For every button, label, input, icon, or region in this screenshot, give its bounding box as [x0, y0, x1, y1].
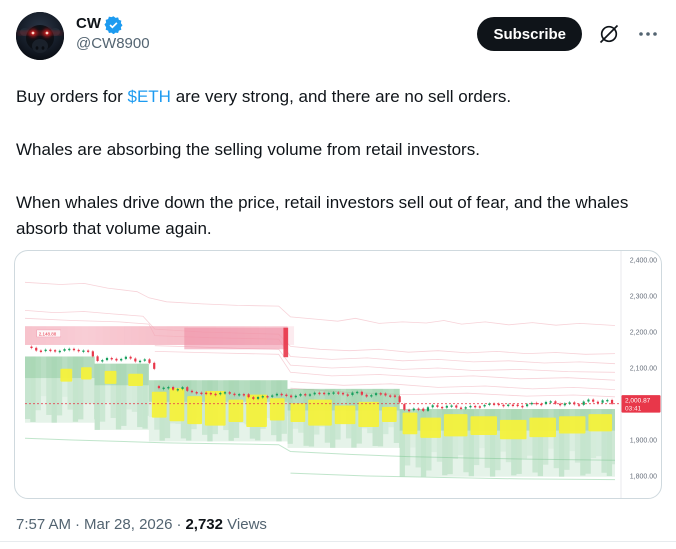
avatar[interactable]	[16, 12, 64, 60]
display-name[interactable]: CW	[76, 15, 101, 32]
sell-order-lines	[24, 281, 616, 398]
header-actions: Subscribe	[477, 17, 660, 51]
svg-text:2,000.87: 2,000.87	[625, 398, 651, 405]
cashtag-eth-link[interactable]: $ETH	[127, 87, 171, 106]
timestamp-link[interactable]: 7:57 AM · Mar 28, 2026	[16, 516, 172, 533]
eth-orderbook-chart-svg: 2,148.88 2,400.00 2,300.00 2,200.00 2,100.00…	[24, 251, 661, 498]
footer-date: Mar 28, 2026	[84, 516, 173, 533]
user-handle[interactable]: @CW8900	[76, 35, 150, 52]
sell-wall-label: 2,148.88	[39, 331, 57, 336]
svg-text:2,300.00: 2,300.00	[630, 294, 657, 301]
author-block: CW @CW8900	[16, 12, 150, 60]
svg-text:2,100.00: 2,100.00	[630, 366, 657, 373]
bottom-divider	[0, 541, 676, 542]
user-name-block: CW @CW8900	[76, 12, 150, 54]
sell-wall-label-box	[36, 329, 61, 338]
grok-button[interactable]	[596, 21, 622, 47]
tweet-paragraph-3: When whales drive down the price, retail…	[16, 193, 629, 238]
candles	[30, 345, 614, 413]
p1-pre-text: Buy orders for	[16, 87, 128, 106]
svg-text:2,400.00: 2,400.00	[630, 258, 657, 265]
tweet-paragraph-1: Buy orders for $ETH are very strong, and…	[16, 84, 660, 110]
svg-text:1,900.00: 1,900.00	[630, 438, 657, 445]
tweet-text: Buy orders for $ETH are very strong, and…	[16, 84, 660, 242]
grok-slashed-circle-icon	[599, 24, 619, 44]
footer-separator-2: ·	[176, 516, 182, 533]
footer-time: 7:57 AM	[16, 516, 72, 533]
chart-media[interactable]: 2,148.88 2,400.00 2,300.00 2,200.00 2,100.00…	[14, 250, 662, 499]
support-lines	[24, 437, 616, 481]
footer-separator: ·	[75, 516, 81, 533]
subscribe-button[interactable]: Subscribe	[477, 17, 582, 51]
p1-post-text: are very strong, and there are no sell o…	[170, 87, 512, 106]
y-axis-labels: 2,400.00 2,300.00 2,200.00 2,100.00 1,900.00…	[630, 258, 657, 481]
views-label: Views	[227, 516, 267, 533]
svg-text:03:41: 03:41	[625, 406, 642, 413]
tweet-header: CW @CW8900 Subscribe	[16, 12, 660, 60]
tweet-paragraph-2: Whales are absorbing the selling volume …	[16, 140, 480, 159]
ellipsis-icon	[639, 32, 657, 36]
buy-highlight-patches	[60, 367, 613, 440]
sell-wall-band	[25, 326, 295, 358]
views-count: 2,732	[185, 516, 223, 533]
more-button[interactable]	[636, 22, 660, 46]
tweet-footer: 7:57 AM · Mar 28, 2026 · 2,732 Views	[16, 516, 660, 533]
bull-avatar-image	[16, 12, 64, 60]
tweet-card: CW @CW8900 Subscribe	[14, 12, 662, 533]
svg-text:2,200.00: 2,200.00	[630, 330, 657, 337]
svg-text:1,800.00: 1,800.00	[630, 474, 657, 481]
verified-badge-icon	[104, 15, 123, 34]
